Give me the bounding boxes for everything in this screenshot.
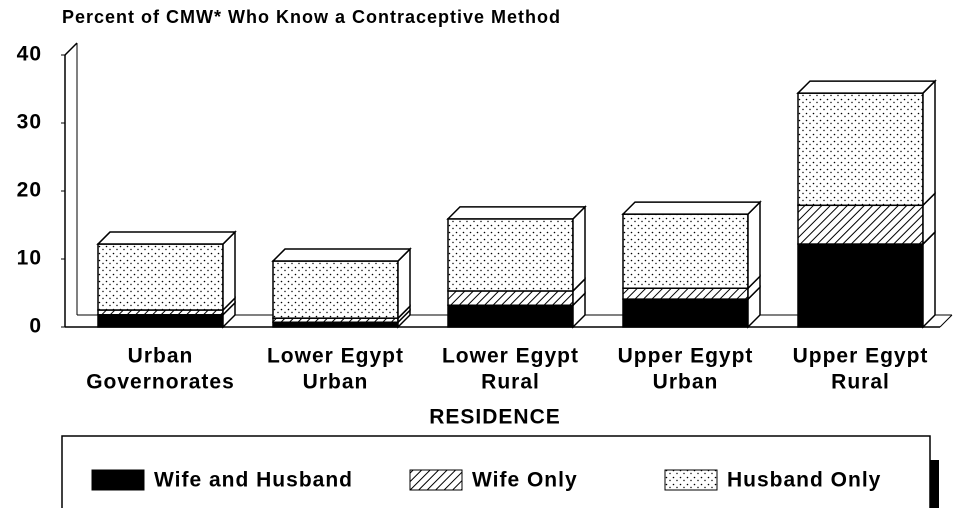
bar-segment [622,298,749,328]
bar-segment [447,218,574,292]
y-tick-label: 40 [17,43,42,66]
x-tick-label: Rural [831,371,890,394]
x-axis-label: RESIDENCE [429,406,561,429]
y-tick-label: 10 [17,247,42,270]
bar-segment [447,290,574,306]
legend-swatch [91,469,145,491]
y-tick-label: 30 [17,111,42,134]
x-tick-label: Urban [303,371,369,394]
bar-segment [97,314,224,328]
x-tick-label: Upper Egypt [618,345,754,368]
bar-side [747,200,761,291]
bar-segment [797,204,924,245]
bar-top [446,206,587,220]
legend-swatch [409,469,463,491]
bar-segment [797,92,924,207]
bar-segment [797,243,924,328]
y-tick-label: 20 [17,179,42,202]
bar-top [621,201,762,215]
bar-side [222,230,236,312]
legend: Wife and Husband Wife Only Husband Only [91,469,881,492]
bar-side [922,79,936,208]
x-tick-label: Lower Egypt [267,345,404,368]
legend-edge [930,460,939,508]
bar-side [572,205,586,293]
bar-segment [447,304,574,328]
bar-segment [622,213,749,289]
legend-label: Wife Only [472,469,578,492]
x-tick-label: Rural [481,371,540,394]
floor [939,314,953,328]
bar-top [271,248,412,262]
x-tick-label: Upper Egypt [793,345,929,368]
legend-swatch [664,469,718,491]
back-wall [64,42,78,56]
bar-top [796,80,937,94]
x-tick-label: Urban [653,371,719,394]
bar-side [922,230,936,329]
x-tick-label: Governorates [86,371,235,394]
bar-top [96,231,237,245]
legend-label: Husband Only [727,469,881,492]
bar-segment [622,287,749,300]
bar-segment [272,260,399,319]
x-tick-label: Urban [128,345,194,368]
legend-label: Wife and Husband [154,469,353,492]
y-tick-label: 0 [29,315,42,338]
chart-title: Percent of CMW* Who Know a Contraceptive… [62,7,561,27]
x-tick-label: Lower Egypt [442,345,579,368]
bar-segment [97,243,224,311]
